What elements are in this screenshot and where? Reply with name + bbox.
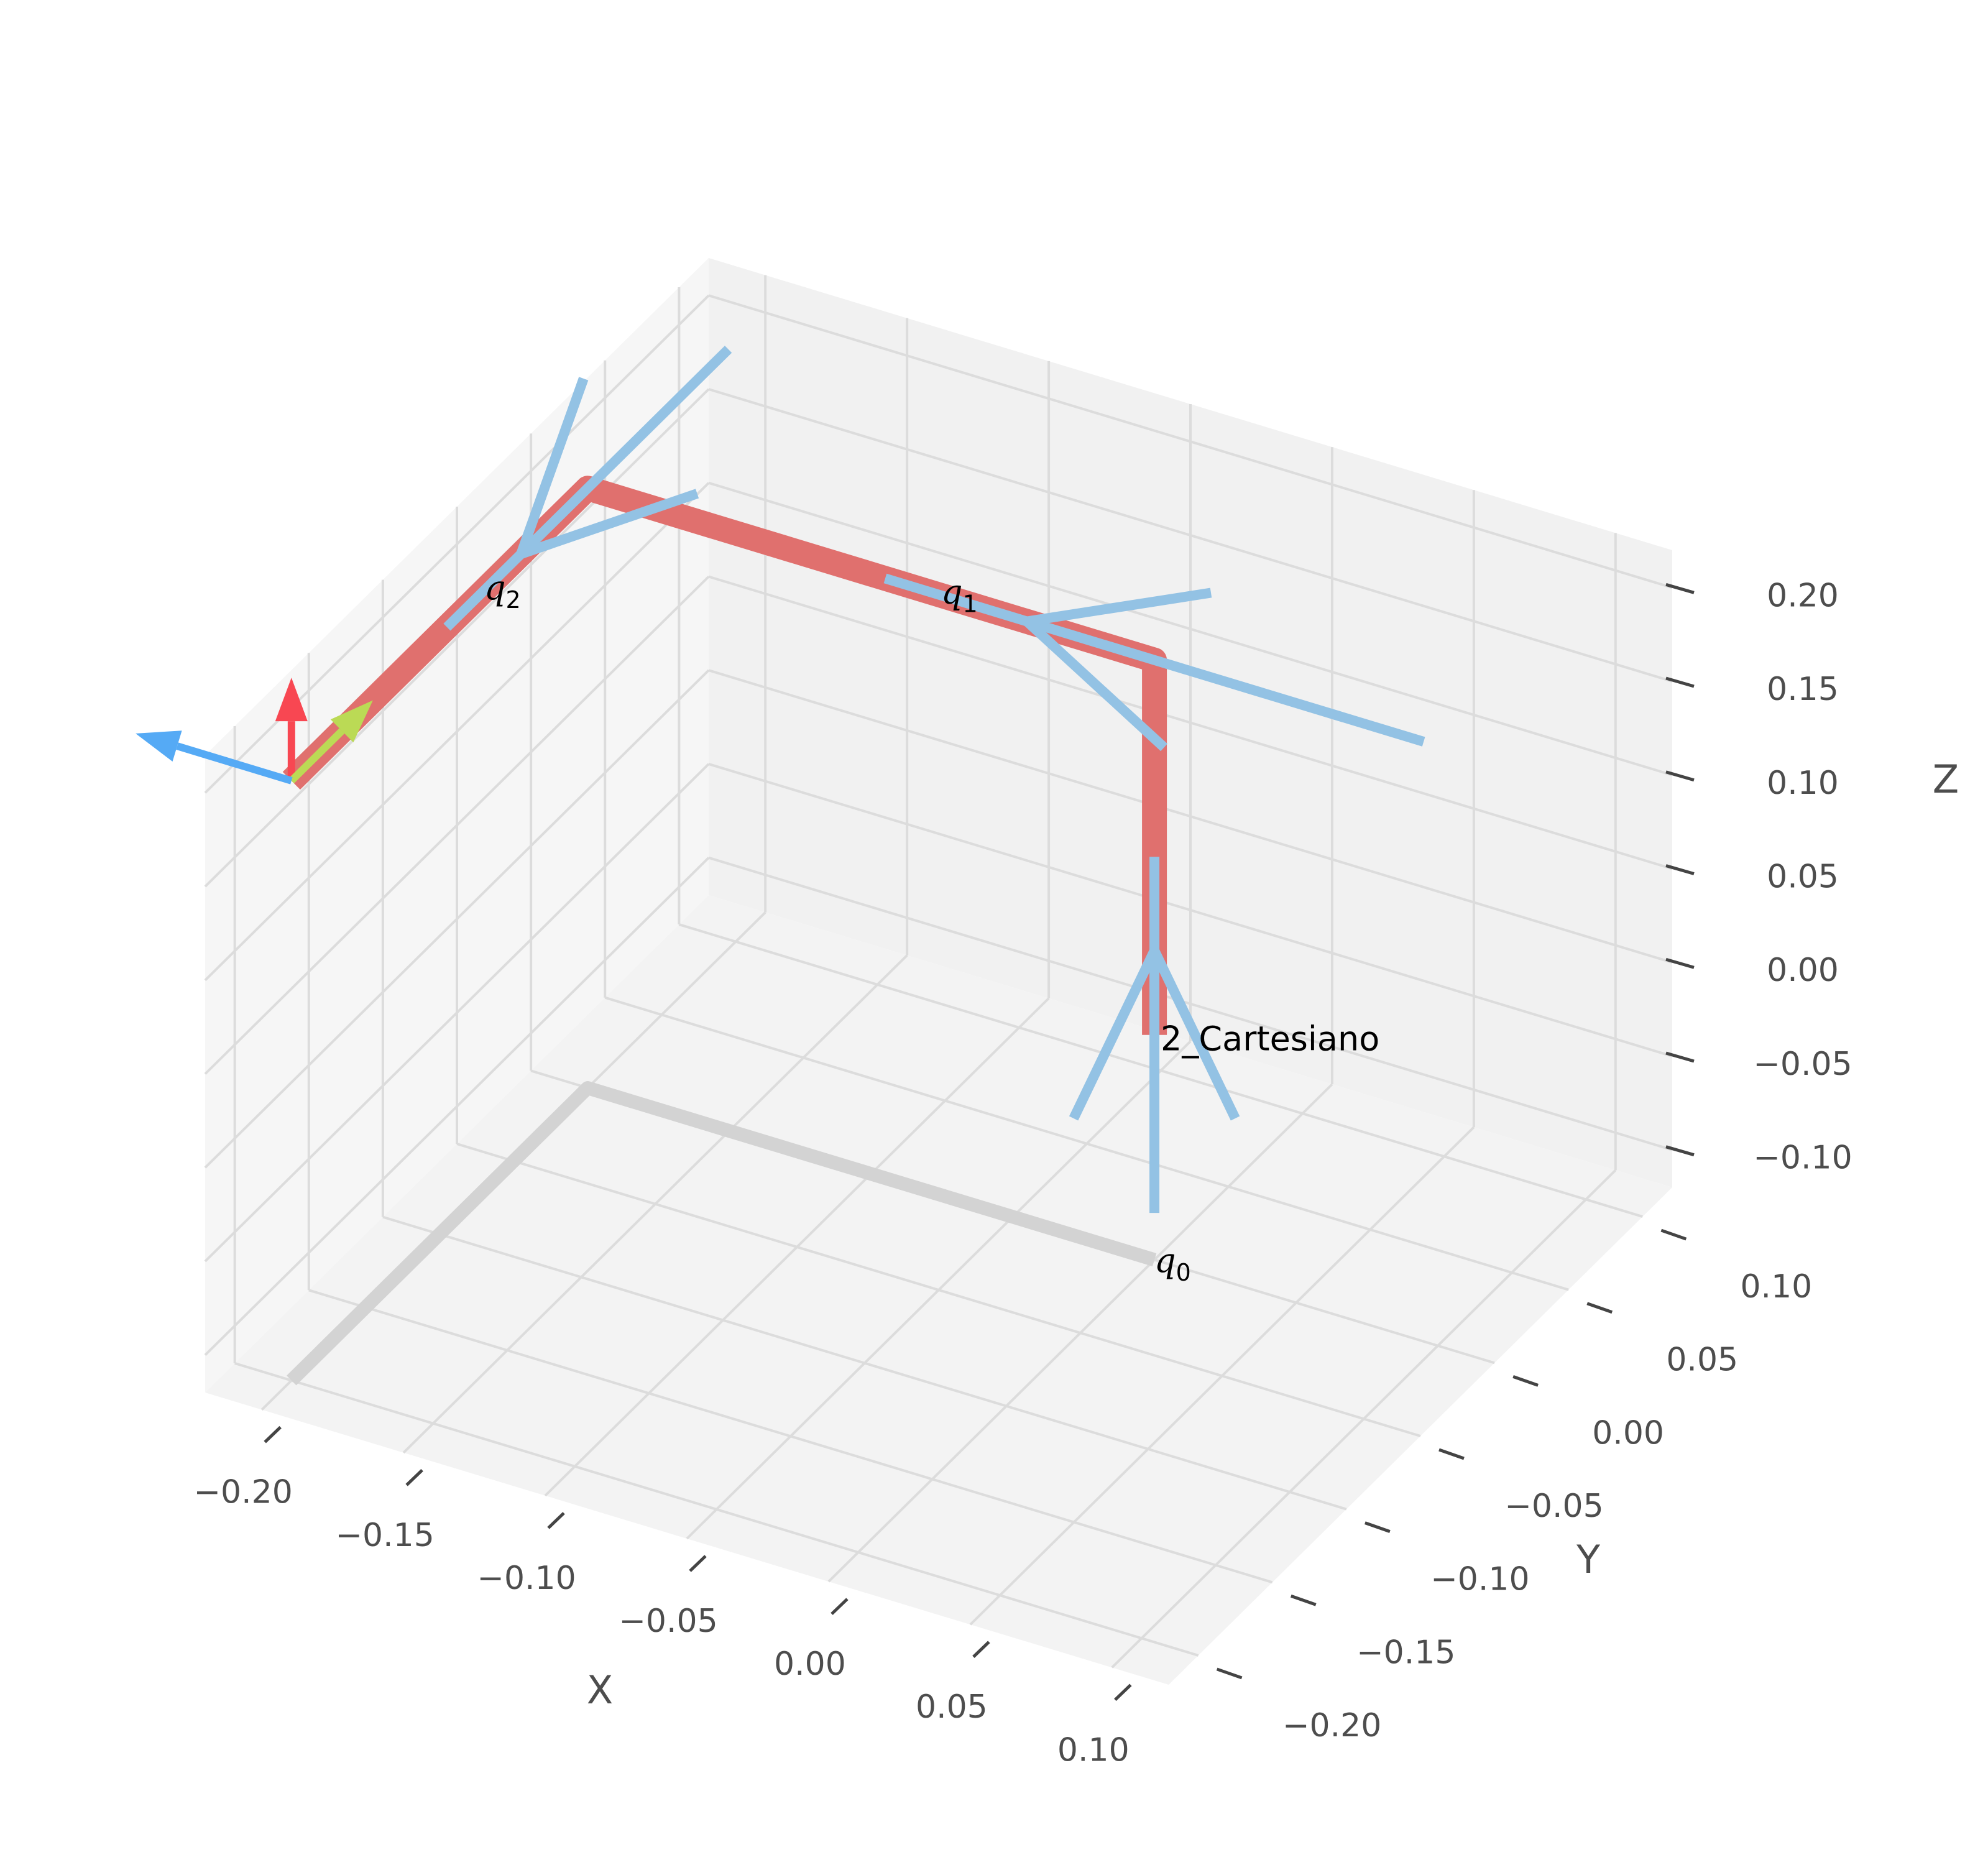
z-tick-label: −0.10 — [1753, 1140, 1852, 1177]
grid-line-floor-y — [382, 1215, 1347, 1511]
x-tick — [547, 1512, 565, 1529]
y-tick — [1364, 1521, 1391, 1534]
end-effector-frame — [136, 678, 373, 785]
robot-link-path — [282, 476, 1167, 1035]
grid-line-floor-y — [456, 1143, 1421, 1437]
y-tick — [1290, 1594, 1317, 1606]
joint-axis-arrowhead — [512, 377, 699, 563]
y-tick-label: 0.05 — [1666, 1342, 1738, 1379]
z-tick-label: 0.10 — [1767, 765, 1839, 802]
z-tick — [1665, 864, 1695, 875]
frame-axis-y — [288, 728, 345, 784]
x-tick-label: −0.20 — [193, 1474, 292, 1511]
grid-line-back-z — [708, 669, 1673, 964]
z-tick — [1665, 957, 1695, 969]
grid-line-floor-y — [678, 923, 1643, 1218]
grid-line-back-z — [708, 294, 1673, 589]
chart-labels: X Y Z 2_Cartesiano — [587, 757, 1959, 1713]
y-tick — [1512, 1375, 1539, 1387]
y-tick — [1586, 1302, 1613, 1314]
shadow-path — [287, 1081, 1157, 1386]
x-axis-label: X — [587, 1667, 613, 1713]
y-axis-label: Y — [1576, 1537, 1600, 1582]
grid-line-back-z — [708, 763, 1673, 1057]
joint-axis-line — [883, 573, 1425, 747]
x-tick-label: 0.00 — [774, 1646, 846, 1683]
y-tick — [1216, 1667, 1243, 1680]
z-tick — [1665, 583, 1695, 594]
y-tick-label: −0.15 — [1356, 1634, 1455, 1671]
y-tick-label: −0.20 — [1282, 1707, 1381, 1744]
y-tick — [1660, 1228, 1687, 1241]
z-tick — [1665, 676, 1695, 688]
z-tick — [1665, 1051, 1695, 1063]
grid-line-left-z — [204, 857, 710, 1356]
joint-axis-arrowhead — [1069, 939, 1240, 1121]
x-tick — [689, 1555, 707, 1572]
grid-line-back-z — [708, 481, 1673, 776]
robot-name-label: 2_Cartesiano — [1161, 1020, 1379, 1059]
grid-line-left-z — [204, 388, 710, 888]
grid-line-floor-y — [308, 1289, 1273, 1584]
z-tick — [1665, 770, 1695, 782]
grid-line-left-z — [204, 576, 710, 1075]
z-axis-label: Z — [1933, 757, 1959, 802]
grid-line-back-z — [708, 575, 1673, 870]
robot-links — [282, 476, 1167, 1035]
z-tick — [1665, 1145, 1695, 1157]
grid-line-back-z — [708, 388, 1673, 683]
grid-line-left-z — [204, 482, 710, 982]
grid-line-floor-y — [604, 996, 1569, 1291]
x-tick-label: −0.15 — [335, 1517, 434, 1554]
grid-lines — [204, 275, 1673, 1669]
y-tick — [1438, 1448, 1465, 1460]
grid-line-floor-y — [234, 1362, 1199, 1657]
z-tick-label: −0.05 — [1753, 1046, 1852, 1083]
frame-arrowhead-x — [275, 678, 308, 722]
grid-line-back-z — [708, 856, 1673, 1151]
frame-arrowhead-z — [136, 730, 182, 762]
y-tick-label: 0.10 — [1740, 1268, 1812, 1306]
x-tick-label: 0.10 — [1057, 1731, 1130, 1769]
joint-axis-arrowhead — [1016, 587, 1212, 752]
grid-line-left-z — [204, 763, 710, 1263]
x-tick — [405, 1468, 423, 1486]
joint-label-subscript: 1 — [963, 590, 978, 617]
joint-label-1: q1 — [941, 572, 978, 617]
joint-label-subscript: 2 — [506, 586, 521, 614]
z-tick-label: 0.15 — [1767, 671, 1839, 708]
y-tick-label: −0.05 — [1504, 1488, 1603, 1525]
x-tick — [264, 1425, 282, 1444]
z-tick-label: 0.00 — [1767, 952, 1839, 989]
axis-panes — [205, 258, 1672, 1685]
x-tick — [1114, 1683, 1132, 1702]
joint-label-subscript: 0 — [1176, 1259, 1191, 1286]
y-tick-label: −0.10 — [1430, 1561, 1529, 1598]
x-tick — [831, 1598, 849, 1615]
frame-arrowhead-y — [330, 700, 373, 743]
x-tick-label: −0.05 — [619, 1603, 717, 1640]
z-tick-label: 0.05 — [1767, 859, 1839, 896]
x-tick-label: −0.10 — [477, 1560, 576, 1597]
axis-ticks: −0.20−0.15−0.10−0.050.000.050.10−0.20−0.… — [193, 577, 1852, 1769]
grid-line-left-z — [204, 669, 710, 1169]
x-tick-label: 0.05 — [916, 1688, 988, 1726]
frame-axis-z — [176, 742, 293, 785]
y-tick-label: 0.00 — [1592, 1414, 1664, 1452]
robot-shadow — [287, 1081, 1157, 1386]
z-tick-label: 0.20 — [1767, 577, 1839, 614]
joint-axis-line — [443, 346, 732, 631]
x-tick — [972, 1641, 990, 1659]
